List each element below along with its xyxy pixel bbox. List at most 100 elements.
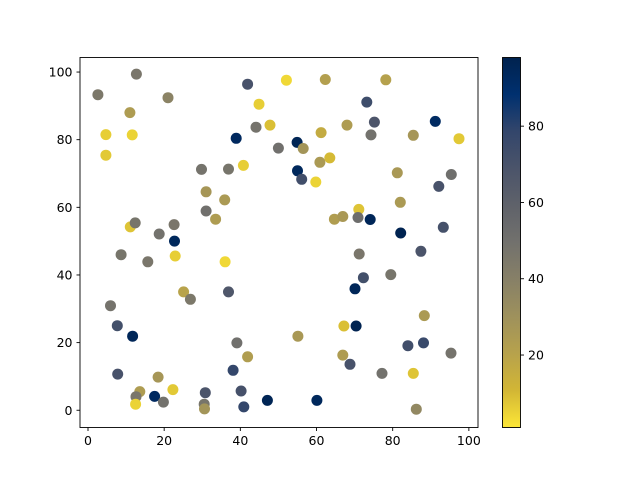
scatter-point [380, 74, 392, 86]
scatter-point [199, 387, 211, 399]
scatter-point [100, 129, 112, 141]
scatter-point [445, 347, 457, 359]
x-tick-label: 80 [385, 433, 401, 448]
scatter-point [178, 286, 190, 298]
y-tick-label: 40 [57, 267, 73, 282]
scatter-point [250, 121, 262, 133]
x-tick-label: 60 [309, 433, 325, 448]
scatter-point [196, 163, 207, 175]
scatter-point [272, 142, 284, 154]
scatter-point [261, 394, 273, 406]
scatter-point [219, 194, 231, 206]
colorbar-tick-label: 80 [528, 119, 544, 134]
colorbar-border [502, 57, 521, 428]
scatter-point [124, 107, 136, 119]
scatter-point [169, 235, 180, 247]
scatter-point [127, 330, 139, 342]
scatter-point [352, 212, 364, 223]
scatter-point [168, 219, 180, 231]
scatter-point [296, 173, 308, 185]
scatter-point [162, 92, 174, 104]
scatter-point [365, 129, 377, 141]
scatter-point [357, 272, 369, 284]
scatter-point [92, 89, 104, 101]
plot-area [80, 57, 478, 428]
scatter-point [157, 396, 169, 408]
scatter-point [129, 217, 141, 229]
scatter-point [223, 163, 234, 175]
scatter-point [230, 132, 242, 144]
scatter-point [337, 211, 349, 222]
scatter-point [310, 176, 322, 188]
scatter-point [264, 119, 276, 131]
colorbar: 20 40 60 80 [502, 57, 544, 428]
scatter-point [415, 245, 427, 257]
scatter-point [200, 186, 212, 198]
colorbar-tick-label: 20 [528, 348, 544, 363]
scatter-points [92, 68, 465, 415]
scatter-point [311, 394, 323, 406]
scatter-point [319, 74, 331, 85]
scatter-point [402, 340, 414, 352]
scatter-point [280, 74, 292, 86]
scatter-point [361, 96, 373, 108]
scatter-point [167, 384, 179, 396]
scatter-point [169, 250, 181, 262]
scatter-point [394, 196, 406, 208]
scatter-point [130, 68, 142, 80]
scatter-point [223, 286, 234, 298]
scatter-point [142, 256, 154, 268]
scatter-point [395, 227, 407, 239]
scatter-point [418, 310, 430, 322]
y-tick-label: 20 [57, 335, 73, 350]
scatter-point [350, 320, 362, 332]
scatter-point [227, 364, 239, 376]
scatter-point [314, 156, 326, 168]
scatter-point [199, 403, 210, 415]
x-tick-label: 0 [84, 433, 92, 448]
colorbar-tick-label: 60 [528, 195, 544, 210]
scatter-point [238, 401, 250, 413]
colorbar-tick-label: 40 [528, 271, 544, 286]
colorbar-bar [502, 57, 521, 428]
scatter-point [219, 256, 231, 268]
y-tick-label: 80 [57, 132, 73, 147]
scatter-point [153, 228, 165, 240]
x-tick-label: 20 [156, 433, 172, 448]
scatter-point [105, 300, 116, 312]
scatter-point [100, 149, 112, 161]
scatter-point [292, 330, 304, 342]
scatter-point [445, 169, 457, 180]
x-axis: 0 20 40 60 80 100 [84, 427, 481, 448]
scatter-point [126, 129, 138, 141]
scatter-point [130, 398, 142, 410]
scatter-point [338, 320, 350, 332]
scatter-point [149, 390, 161, 402]
scatter-point [324, 152, 336, 164]
scatter-point [115, 249, 127, 261]
x-tick-label: 100 [457, 433, 481, 448]
scatter-point [353, 248, 365, 260]
scatter-point [407, 129, 419, 141]
scatter-point [407, 367, 419, 379]
scatter-point [242, 78, 254, 90]
scatter-point [315, 127, 327, 139]
scatter-point [210, 213, 222, 225]
scatter-point [410, 403, 422, 415]
x-tick-label: 40 [232, 433, 248, 448]
scatter-point [453, 133, 465, 145]
scatter-point [328, 213, 340, 225]
plot-border [79, 57, 479, 428]
scatter-point [184, 293, 196, 305]
scatter-point [297, 143, 309, 154]
scatter-point [341, 119, 353, 131]
scatter-point [349, 283, 361, 295]
scatter-point [353, 203, 365, 215]
scatter-point [344, 358, 356, 370]
scatter-point [237, 159, 249, 171]
scatter-point [337, 349, 349, 361]
scatter-point [364, 214, 376, 225]
scatter-point [231, 337, 243, 349]
scatter-point [253, 98, 265, 110]
